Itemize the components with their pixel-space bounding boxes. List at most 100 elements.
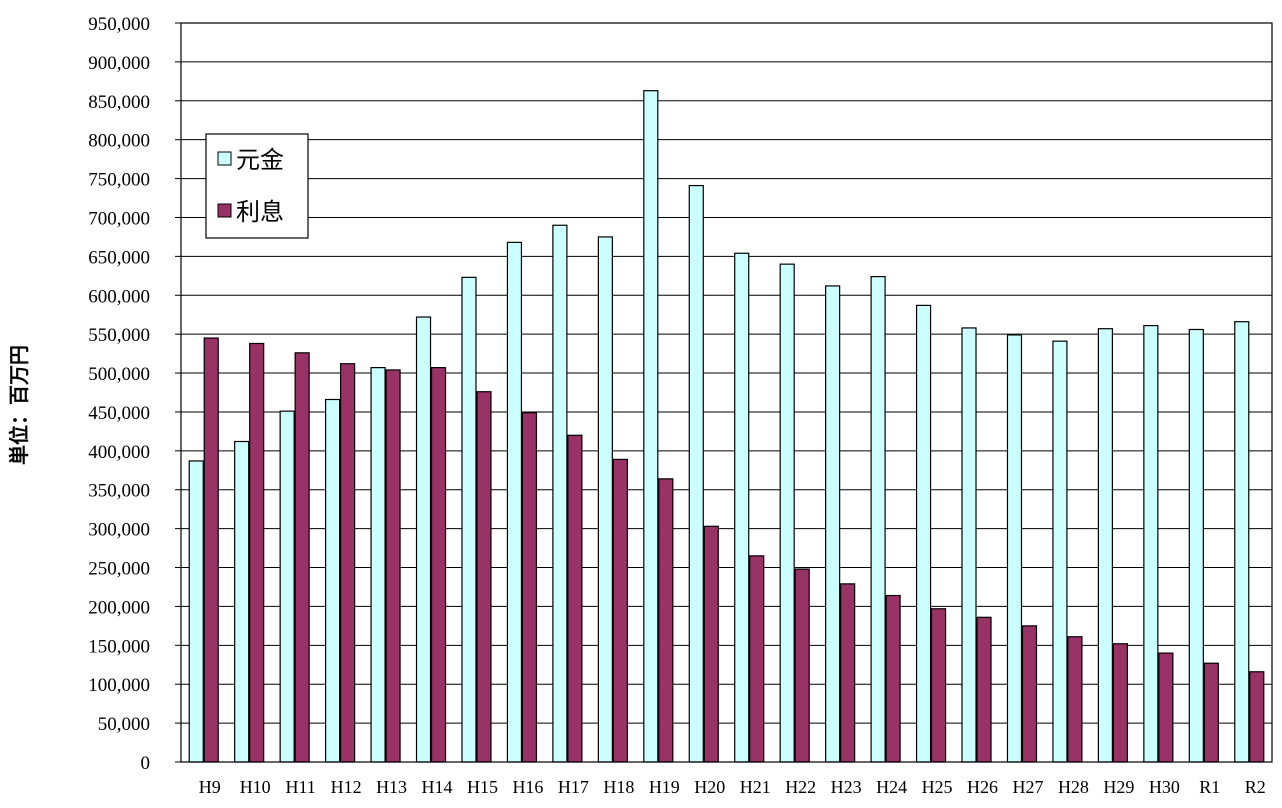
y-tick-label: 200,000: [88, 597, 150, 618]
bar-interest: [1249, 671, 1265, 763]
legend-box: [205, 133, 309, 239]
bar-principal: [552, 224, 568, 763]
bar-interest: [840, 583, 856, 763]
x-tick-label: H11: [285, 777, 315, 797]
y-tick-label: 850,000: [88, 92, 150, 113]
x-tick-label: H16: [512, 777, 543, 797]
x-tick-label: R1: [1199, 777, 1220, 797]
bar-interest: [1158, 652, 1174, 763]
x-tick-label: H19: [649, 777, 680, 797]
bar-principal: [915, 304, 932, 763]
y-tick-label: 350,000: [88, 481, 150, 502]
bar-interest: [249, 342, 265, 763]
bar-interest: [294, 352, 310, 763]
x-tick-label: H23: [831, 777, 862, 797]
x-tick-label: H13: [376, 777, 407, 797]
x-tick-labels: H9 H10 H11 H12 H13 H14 H15 H16 H17 H18 H19 H20 H21 H2…: [199, 777, 1266, 797]
x-tick-label: H14: [422, 777, 453, 797]
bar-interest: [430, 367, 447, 763]
y-tick-labels: 0 50,000 100,000 150,000 200,000 250,000 300,0…: [88, 14, 150, 774]
bar-principal: [188, 460, 204, 763]
y-axis-label: 単位：百万円: [7, 345, 31, 465]
y-tick-label: 550,000: [88, 325, 150, 346]
x-tick-label: H12: [331, 777, 362, 797]
bar-principal: [870, 275, 886, 763]
bar-interest: [612, 458, 628, 763]
legend-label-principal: 元金: [236, 146, 284, 174]
bar-principal: [1052, 340, 1068, 763]
bar-principal: [461, 276, 477, 763]
bar-interest: [203, 337, 219, 763]
x-tick-label: H10: [240, 777, 271, 797]
bar-interest: [749, 555, 765, 763]
bar-interest: [1112, 643, 1128, 763]
x-tick-label: H18: [603, 777, 634, 797]
y-tick-label: 300,000: [88, 520, 150, 541]
y-tick-label: 900,000: [88, 53, 150, 74]
bar-principal: [234, 440, 250, 763]
bar-principal: [643, 90, 659, 763]
bar-interest: [885, 594, 901, 763]
y-tick-label: 150,000: [88, 636, 150, 657]
x-tick-label: H20: [694, 777, 725, 797]
bar-principal: [325, 398, 341, 763]
bar-interest: [521, 412, 538, 763]
bar-interest: [476, 391, 492, 763]
bar-interest: [703, 525, 719, 763]
y-tick-label: 650,000: [88, 247, 150, 268]
x-tick-label: H30: [1149, 777, 1180, 797]
bar-interest: [1021, 625, 1038, 763]
y-tick-label: 400,000: [88, 442, 150, 463]
bar-principal: [825, 285, 841, 763]
bar-principal: [415, 316, 432, 763]
bar-interest: [340, 363, 356, 763]
x-tick-label: H24: [876, 777, 907, 797]
x-tick-label: H17: [558, 777, 589, 797]
bar-interest: [1203, 662, 1219, 763]
x-tick-label: H26: [967, 777, 998, 797]
bar-principal: [1143, 325, 1159, 763]
legend-label-interest: 利息: [236, 198, 284, 226]
legend: 元金 利息: [205, 133, 309, 239]
x-tick-label: H15: [467, 777, 498, 797]
bar-principal: [1188, 328, 1204, 763]
y-tick-label: 700,000: [88, 208, 150, 229]
x-tick-label: H25: [922, 777, 953, 797]
bar-interest: [385, 369, 401, 763]
bar-principal: [597, 236, 613, 763]
bar-principal: [370, 367, 386, 763]
y-tick-label: 800,000: [88, 131, 150, 152]
bar-principal: [1234, 321, 1250, 763]
x-tick-label: R2: [1245, 777, 1266, 797]
y-tick-label: 600,000: [88, 286, 150, 307]
y-tick-label: 50,000: [98, 714, 150, 735]
bar-principal: [688, 184, 704, 763]
y-tick-label: 100,000: [88, 675, 150, 696]
bar-interest: [794, 568, 810, 763]
plot-frame: [180, 22, 1273, 763]
x-tick-label: H28: [1058, 777, 1089, 797]
y-tick-label: 750,000: [88, 170, 150, 191]
bar-interest: [1067, 636, 1083, 763]
y-tick-label: 500,000: [88, 364, 150, 385]
axes: [180, 22, 1273, 763]
bars: [188, 90, 1265, 763]
bar-interest: [658, 478, 674, 763]
y-tick-label: 250,000: [88, 559, 150, 580]
bar-principal: [1097, 328, 1113, 763]
x-tick-label: H29: [1103, 777, 1134, 797]
legend-swatch-principal: [217, 151, 232, 166]
bar-interest: [976, 616, 992, 763]
legend-swatch-interest: [217, 203, 232, 218]
bar-principal: [1006, 334, 1023, 763]
y-tick-label: 950,000: [88, 14, 150, 35]
x-tick-label: H27: [1012, 777, 1043, 797]
x-tick-label: H21: [740, 777, 771, 797]
bar-interest: [930, 608, 947, 763]
y-tick-label: 0: [141, 753, 151, 774]
bar-principal: [279, 410, 295, 763]
y-tick-label: 450,000: [88, 403, 150, 424]
x-tick-label: H22: [785, 777, 816, 797]
